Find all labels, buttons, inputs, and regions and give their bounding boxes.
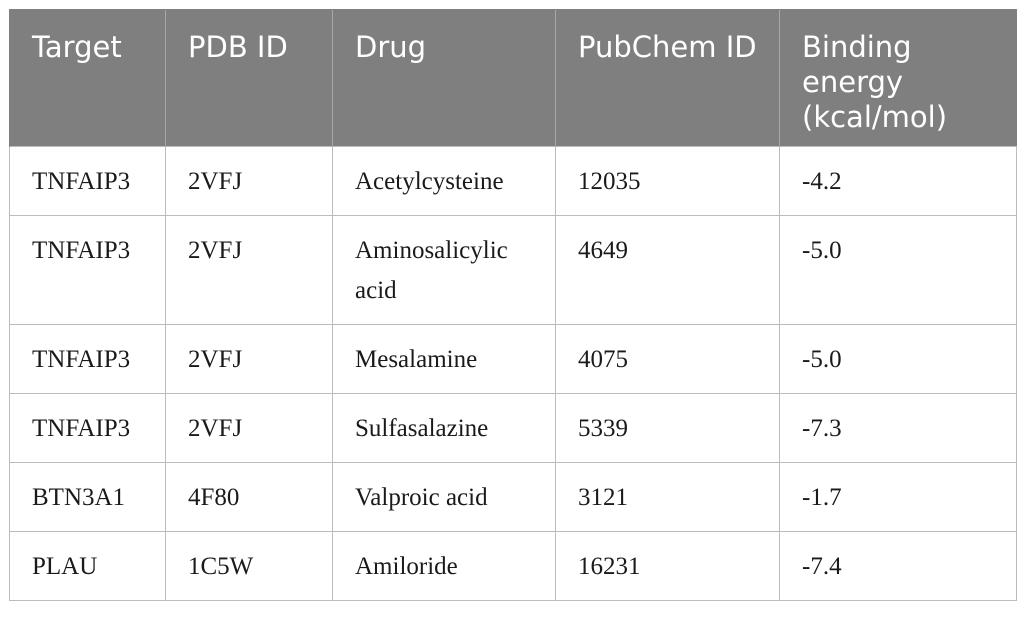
cell-target: TNFAIP3	[9, 324, 166, 394]
cell-binding-energy: -5.0	[779, 324, 1017, 394]
header-binding-energy: Binding energy (kcal/mol)	[779, 9, 1017, 147]
header-pubchem-id: PubChem ID	[555, 9, 780, 147]
header-pdb-id: PDB ID	[165, 9, 333, 147]
cell-pdb-id: 2VFJ	[165, 146, 333, 216]
cell-pubchem-id: 5339	[555, 393, 780, 463]
header-row: Target PDB ID Drug PubChem ID Binding en…	[9, 9, 1017, 147]
cell-binding-energy: -7.3	[779, 393, 1017, 463]
table-row: TNFAIP3 2VFJ Aminosalicylic acid 4649 -5…	[9, 215, 1017, 325]
cell-pubchem-id: 4649	[555, 215, 780, 325]
header-target: Target	[9, 9, 166, 147]
table-row: PLAU 1C5W Amiloride 16231 -7.4	[9, 531, 1017, 601]
cell-target: PLAU	[9, 531, 166, 601]
cell-binding-energy: -1.7	[779, 462, 1017, 532]
cell-drug: Sulfasalazine	[332, 393, 556, 463]
cell-target: BTN3A1	[9, 462, 166, 532]
table-body: TNFAIP3 2VFJ Acetylcysteine 12035 -4.2 T…	[9, 146, 1017, 601]
cell-drug: Mesalamine	[332, 324, 556, 394]
cell-pdb-id: 2VFJ	[165, 215, 333, 325]
cell-binding-energy: -7.4	[779, 531, 1017, 601]
table-header: Target PDB ID Drug PubChem ID Binding en…	[9, 9, 1017, 147]
table-row: BTN3A1 4F80 Valproic acid 3121 -1.7	[9, 462, 1017, 532]
cell-target: TNFAIP3	[9, 146, 166, 216]
cell-pdb-id: 1C5W	[165, 531, 333, 601]
cell-target: TNFAIP3	[9, 215, 166, 325]
cell-pdb-id: 2VFJ	[165, 324, 333, 394]
cell-target: TNFAIP3	[9, 393, 166, 463]
cell-pubchem-id: 4075	[555, 324, 780, 394]
cell-drug: Aminosalicylic acid	[332, 215, 556, 325]
cell-pdb-id: 4F80	[165, 462, 333, 532]
binding-energy-table: Target PDB ID Drug PubChem ID Binding en…	[9, 9, 1017, 601]
cell-drug: Valproic acid	[332, 462, 556, 532]
cell-pubchem-id: 12035	[555, 146, 780, 216]
cell-binding-energy: -4.2	[779, 146, 1017, 216]
table-row: TNFAIP3 2VFJ Sulfasalazine 5339 -7.3	[9, 393, 1017, 463]
cell-pubchem-id: 3121	[555, 462, 780, 532]
table-row: TNFAIP3 2VFJ Acetylcysteine 12035 -4.2	[9, 146, 1017, 216]
cell-pdb-id: 2VFJ	[165, 393, 333, 463]
cell-drug: Amiloride	[332, 531, 556, 601]
header-drug: Drug	[332, 9, 556, 147]
cell-drug: Acetylcysteine	[332, 146, 556, 216]
cell-binding-energy: -5.0	[779, 215, 1017, 325]
cell-pubchem-id: 16231	[555, 531, 780, 601]
table-row: TNFAIP3 2VFJ Mesalamine 4075 -5.0	[9, 324, 1017, 394]
